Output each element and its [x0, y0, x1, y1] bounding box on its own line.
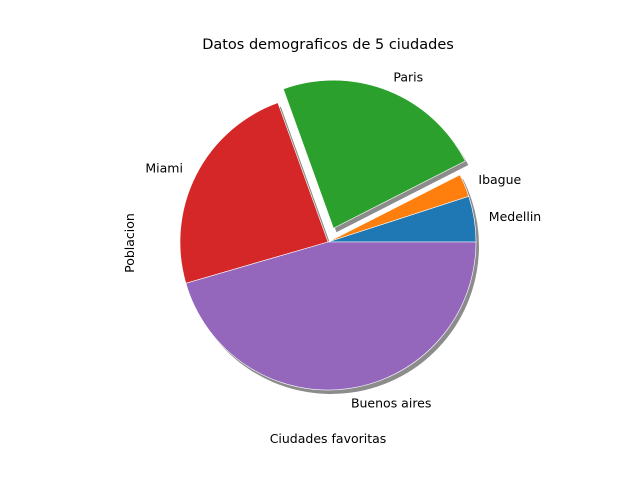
label-paris: Paris	[393, 69, 423, 84]
slice-buenos-aires	[185, 241, 477, 391]
slice-miami	[179, 102, 329, 284]
label-buenos-aires: Buenos aires	[351, 396, 431, 411]
label-ibague: Ibague	[478, 172, 521, 187]
label-medellin: Medellin	[489, 209, 541, 224]
y-axis-label: Poblacion	[122, 213, 137, 273]
chart-title: Datos demograficos de 5 ciudades	[202, 37, 454, 53]
x-axis-label: Ciudades favoritas	[270, 431, 387, 446]
slice-paris	[282, 79, 466, 229]
slice-ibague	[327, 174, 470, 243]
slice-labels: Medellin Ibague Paris Miami Buenos aires	[145, 69, 541, 410]
label-miami: Miami	[145, 161, 183, 176]
pie-slices	[179, 79, 477, 391]
